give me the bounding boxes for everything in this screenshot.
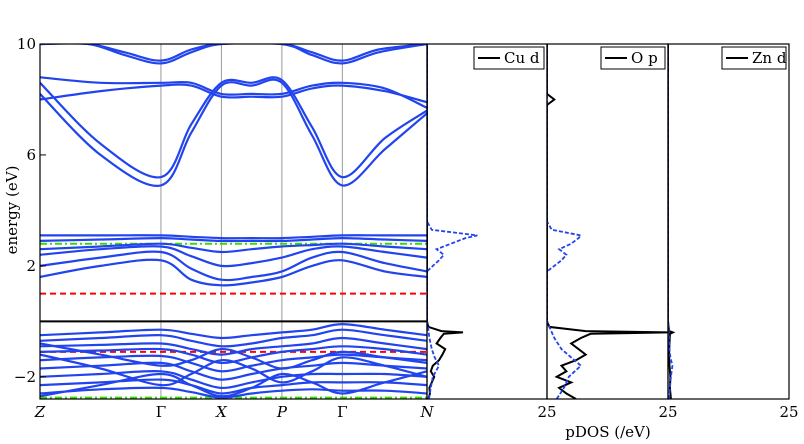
pdos-panel-zn-d — [668, 44, 676, 399]
legend-label: O p — [631, 49, 658, 67]
band-line-12 — [40, 322, 427, 340]
band-line-0 — [40, 78, 427, 187]
band-line-5 — [40, 44, 427, 62]
legend-zn-d: Zn d — [721, 46, 787, 70]
band-line-10 — [40, 250, 427, 282]
band-line-16 — [40, 353, 427, 373]
legend-box — [721, 46, 787, 70]
pdos-axes-frame-0 — [426, 43, 548, 400]
band-structure-plot — [40, 44, 427, 399]
band-line-4 — [40, 44, 427, 65]
y-tick-label: 10 — [17, 35, 36, 53]
kpoint-label: Γ — [337, 403, 347, 421]
band-line-6 — [40, 234, 427, 240]
band-line-23 — [40, 342, 427, 370]
band-line-18 — [40, 369, 427, 390]
pdos-curve-solid — [427, 44, 464, 399]
legend-label: Cu d — [504, 49, 540, 67]
legend-label: Zn d — [752, 49, 787, 67]
band-line-1 — [40, 76, 427, 179]
legends: Cu d O p Zn d — [473, 46, 787, 70]
band-line-11 — [40, 258, 427, 287]
kpoint-label: X — [215, 403, 228, 421]
band-line-14 — [40, 336, 427, 356]
pdos-x-tick-label: 25 — [779, 403, 798, 421]
x-axis-label-pdos: pDOS (/eV) — [565, 423, 650, 441]
legend-box — [600, 46, 666, 70]
pdos-curve-blue-dashed — [427, 44, 478, 399]
kpoint-label: Γ — [156, 403, 166, 421]
band-line-21 — [40, 353, 427, 387]
kpoint-label: P — [276, 403, 288, 421]
band-line-3 — [40, 76, 427, 109]
pdos-axes-frame-1 — [546, 43, 669, 400]
pdos-axes-frame-2 — [667, 43, 790, 400]
y-tick-label: 2 — [26, 257, 36, 275]
pdos-panel-cu-d — [427, 44, 478, 399]
axes-frames — [39, 43, 790, 400]
band-line-13 — [40, 328, 427, 348]
band-line-17 — [40, 361, 427, 381]
pdos-panel-o-p — [547, 44, 668, 399]
pdos-x-tick-label: 25 — [537, 403, 556, 421]
pdos-curve-blue-dashed — [547, 44, 583, 399]
legend-cu-d: Cu d — [473, 46, 545, 70]
band-line-7 — [40, 236, 427, 243]
legend-box — [473, 46, 545, 70]
y-axis-label: energy (eV) — [3, 166, 21, 255]
band-line-2 — [40, 83, 427, 104]
kpoint-label: N — [419, 403, 434, 421]
band-line-8 — [40, 242, 427, 254]
pdos-x-tick-label: 25 — [658, 403, 677, 421]
legend-o-p: O p — [600, 46, 666, 70]
y-tick-label: 6 — [26, 146, 36, 164]
band-line-9 — [40, 245, 427, 268]
band-line-22 — [40, 370, 427, 398]
axis-ticks: −2 2 6 10 Z Γ X P Γ N 25 25 25 — [14, 35, 799, 421]
kpoint-label: Z — [34, 403, 46, 421]
y-tick-label: −2 — [14, 368, 36, 386]
pdos-curve-solid — [547, 44, 668, 399]
